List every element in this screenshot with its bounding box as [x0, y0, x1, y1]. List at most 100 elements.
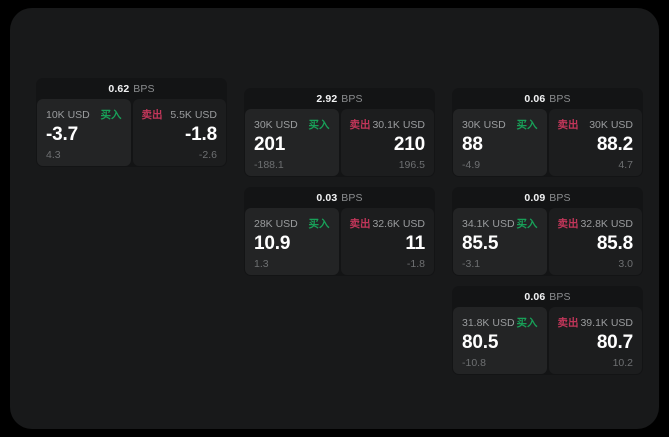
buy-panel[interactable]: 10K USD 买入 -3.7 4.3	[37, 99, 131, 166]
sell-subvalue: 10.2	[612, 357, 633, 369]
bps-value: 0.03	[316, 191, 338, 204]
sell-tag: 卖出	[557, 317, 579, 329]
buy-panel[interactable]: 31.8K USD 买入 80.5 -10.8	[453, 307, 547, 374]
card-header: 0.62 BPS	[36, 78, 227, 99]
buy-size-label: 30K USD	[254, 118, 298, 131]
buy-size-label: 31.8K USD	[462, 316, 515, 329]
sell-size-label: 32.8K USD	[580, 217, 633, 230]
spread-card[interactable]: 0.06 BPS 31.8K USD 买入 80.5 -10.8 卖出 39.1K USD 80…	[452, 286, 643, 375]
bps-value: 0.06	[524, 290, 546, 303]
sell-panel[interactable]: 卖出 30K USD 88.2 4.7	[548, 109, 642, 176]
buy-panel[interactable]: 30K USD 买入 88 -4.9	[453, 109, 547, 176]
buy-price: 88	[462, 134, 483, 155]
sell-panel[interactable]: 卖出 39.1K USD 80.7 10.2	[548, 307, 642, 374]
app-surface: 0.62 BPS 10K USD 买入 -3.7 4.3 卖出 5.5K USD -1.8 -2.…	[10, 8, 659, 429]
buy-tag: 买入	[516, 317, 538, 329]
bps-unit-label: BPS	[549, 290, 571, 303]
card-header: 0.06 BPS	[452, 88, 643, 109]
spread-card[interactable]: 0.62 BPS 10K USD 买入 -3.7 4.3 卖出 5.5K USD -1.8 -2.…	[36, 78, 227, 167]
buy-subvalue: -4.9	[462, 159, 481, 171]
sell-price: -1.8	[185, 124, 217, 145]
sell-tag: 卖出	[349, 119, 371, 131]
sell-subvalue: -2.6	[198, 149, 217, 161]
sell-panel-header: 卖出 32.8K USD	[557, 217, 634, 231]
sell-tag: 卖出	[141, 109, 163, 121]
buy-subvalue: -10.8	[462, 357, 486, 369]
sell-size-label: 32.6K USD	[372, 217, 425, 230]
sell-price: 80.7	[596, 332, 633, 353]
buy-panel[interactable]: 30K USD 买入 201 -188.1	[245, 109, 339, 176]
sell-panel[interactable]: 卖出 32.6K USD 11 -1.8	[340, 208, 434, 275]
sell-panel[interactable]: 卖出 32.8K USD 85.8 3.0	[548, 208, 642, 275]
sell-subvalue: 4.7	[618, 159, 633, 171]
buy-panel-header: 34.1K USD 买入	[462, 217, 538, 231]
buy-panel[interactable]: 34.1K USD 买入 85.5 -3.1	[453, 208, 547, 275]
card-body: 34.1K USD 买入 85.5 -3.1 卖出 32.8K USD 85.8 3.0	[452, 208, 643, 276]
buy-size-label: 28K USD	[254, 217, 298, 230]
spread-card[interactable]: 0.06 BPS 30K USD 买入 88 -4.9 卖出 30K USD 88.2 4.7	[452, 88, 643, 177]
bps-unit-label: BPS	[549, 191, 571, 204]
buy-price: 201	[254, 134, 286, 155]
buy-subvalue: 4.3	[46, 149, 61, 161]
buy-size-label: 10K USD	[46, 108, 90, 121]
sell-size-label: 39.1K USD	[580, 316, 633, 329]
sell-panel[interactable]: 卖出 5.5K USD -1.8 -2.6	[132, 99, 226, 166]
sell-size-label: 30K USD	[589, 118, 633, 131]
sell-subvalue: 3.0	[618, 258, 633, 270]
buy-panel-header: 30K USD 买入	[462, 118, 538, 132]
buy-subvalue: -3.1	[462, 258, 481, 270]
spread-cards-grid: 0.62 BPS 10K USD 买入 -3.7 4.3 卖出 5.5K USD -1.8 -2.…	[36, 78, 644, 375]
buy-size-label: 34.1K USD	[462, 217, 515, 230]
buy-panel-header: 31.8K USD 买入	[462, 316, 538, 330]
sell-price: 85.8	[596, 233, 633, 254]
buy-panel[interactable]: 28K USD 买入 10.9 1.3	[245, 208, 339, 275]
card-body: 28K USD 买入 10.9 1.3 卖出 32.6K USD 11 -1.8	[244, 208, 435, 276]
sell-price: 210	[393, 134, 425, 155]
buy-tag: 买入	[308, 119, 330, 131]
spread-card[interactable]: 2.92 BPS 30K USD 买入 201 -188.1 卖出 30.1K USD 210 1…	[244, 88, 435, 177]
card-header: 0.06 BPS	[452, 286, 643, 307]
bps-unit-label: BPS	[341, 92, 363, 105]
card-header: 0.03 BPS	[244, 187, 435, 208]
sell-price: 88.2	[596, 134, 633, 155]
card-header: 2.92 BPS	[244, 88, 435, 109]
buy-price: 80.5	[462, 332, 499, 353]
buy-subvalue: -188.1	[254, 159, 284, 171]
sell-tag: 卖出	[557, 119, 579, 131]
spread-card[interactable]: 0.03 BPS 28K USD 买入 10.9 1.3 卖出 32.6K USD 11 -1.8	[244, 187, 435, 276]
sell-panel-header: 卖出 5.5K USD	[141, 108, 218, 122]
buy-subvalue: 1.3	[254, 258, 269, 270]
bps-value: 0.06	[524, 92, 546, 105]
card-body: 30K USD 买入 88 -4.9 卖出 30K USD 88.2 4.7	[452, 109, 643, 177]
sell-panel[interactable]: 卖出 30.1K USD 210 196.5	[340, 109, 434, 176]
sell-subvalue: -1.8	[406, 258, 425, 270]
bps-unit-label: BPS	[341, 191, 363, 204]
buy-tag: 买入	[516, 218, 538, 230]
sell-size-label: 30.1K USD	[372, 118, 425, 131]
buy-panel-header: 30K USD 买入	[254, 118, 330, 132]
buy-panel-header: 10K USD 买入	[46, 108, 122, 122]
buy-price: 10.9	[254, 233, 291, 254]
sell-tag: 卖出	[557, 218, 579, 230]
buy-tag: 买入	[100, 109, 122, 121]
sell-price: 11	[405, 233, 425, 254]
bps-unit-label: BPS	[133, 82, 155, 95]
sell-panel-header: 卖出 30.1K USD	[349, 118, 426, 132]
card-header: 0.09 BPS	[452, 187, 643, 208]
buy-panel-header: 28K USD 买入	[254, 217, 330, 231]
sell-size-label: 5.5K USD	[170, 108, 217, 121]
sell-subvalue: 196.5	[398, 159, 425, 171]
card-body: 10K USD 买入 -3.7 4.3 卖出 5.5K USD -1.8 -2.6	[36, 99, 227, 167]
card-body: 31.8K USD 买入 80.5 -10.8 卖出 39.1K USD 80.7 10.2	[452, 307, 643, 375]
card-body: 30K USD 买入 201 -188.1 卖出 30.1K USD 210 196.5	[244, 109, 435, 177]
sell-panel-header: 卖出 32.6K USD	[349, 217, 426, 231]
buy-size-label: 30K USD	[462, 118, 506, 131]
bps-value: 0.62	[108, 82, 130, 95]
sell-tag: 卖出	[349, 218, 371, 230]
grid-column-1: 0.62 BPS 10K USD 买入 -3.7 4.3 卖出 5.5K USD -1.8 -2.…	[36, 78, 227, 167]
buy-tag: 买入	[308, 218, 330, 230]
buy-price: 85.5	[462, 233, 499, 254]
grid-column-3: 0.06 BPS 30K USD 买入 88 -4.9 卖出 30K USD 88.2 4.7 0.…	[452, 78, 643, 375]
bps-value: 0.09	[524, 191, 546, 204]
spread-card[interactable]: 0.09 BPS 34.1K USD 买入 85.5 -3.1 卖出 32.8K USD 85.…	[452, 187, 643, 276]
